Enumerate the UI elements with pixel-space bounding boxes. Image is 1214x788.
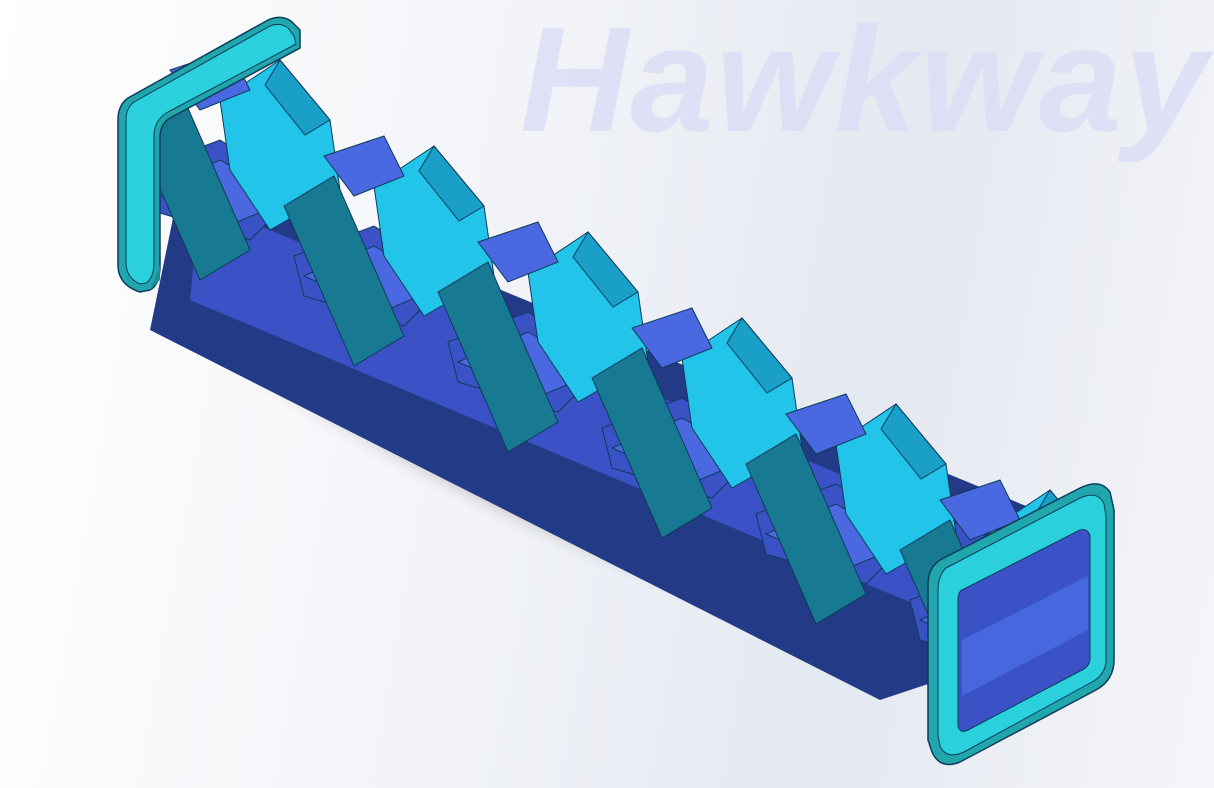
fin-wing (631, 307, 713, 369)
fin-plate (283, 175, 405, 367)
fin-wing (785, 393, 867, 455)
left-end-ring[interactable] (117, 16, 301, 293)
fin-plate (591, 347, 713, 539)
fin-peak-side (418, 145, 485, 222)
fin-plate (745, 433, 867, 625)
fin-plate (437, 261, 559, 453)
right-end-ring[interactable] (927, 483, 1115, 766)
fin-peak-side (572, 231, 639, 308)
hawkway-watermark: Hawkway (520, 0, 1210, 163)
fin-peak-side (880, 403, 947, 480)
fin-peak-side (726, 317, 793, 394)
fin-wing (477, 221, 559, 283)
fin-peak-side (264, 59, 331, 136)
fin-wing (323, 135, 405, 197)
